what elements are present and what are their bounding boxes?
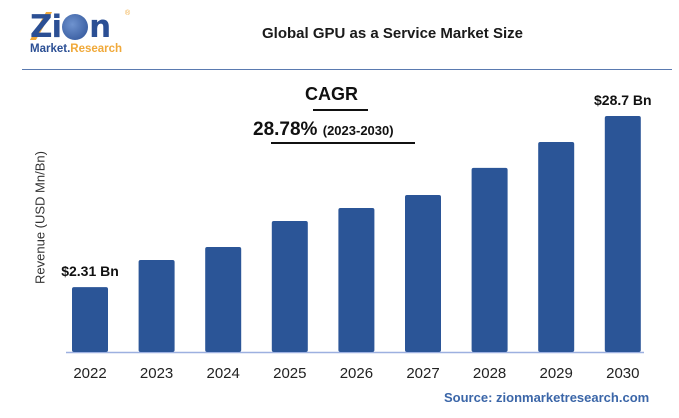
bar-2024 (205, 246, 242, 352)
x-tick-label: 2023 (140, 365, 173, 382)
bar-2026 (338, 208, 375, 352)
x-tick-label: 2026 (340, 365, 373, 382)
chart-title: Global GPU as a Service Market Size (262, 25, 523, 42)
cagr-period: (2023-2030) (322, 123, 394, 138)
x-tick-label: 2025 (273, 365, 306, 382)
x-tick-label: 2022 (73, 365, 106, 382)
bar-2030 (604, 116, 641, 352)
x-tick-label: 2024 (207, 365, 240, 382)
cagr-underline (313, 109, 368, 111)
bar-2025 (271, 221, 308, 352)
x-tick-label: 2029 (540, 365, 573, 382)
data-label-2022: $2.31 Bn (61, 263, 119, 279)
logo-wordmark: Zi n (30, 9, 111, 45)
source-text: Source: zionmarketresearch.com (444, 390, 650, 405)
cagr-value-underline (271, 142, 415, 144)
logo-sub-right: Research (70, 43, 123, 55)
logo-sub-left: Market. (30, 43, 71, 55)
cagr-label: CAGR (305, 84, 358, 104)
bar-2023 (138, 259, 175, 352)
bar-2022 (72, 287, 108, 352)
registered-mark: ® (125, 10, 131, 17)
x-tick-label: 2028 (473, 365, 506, 382)
x-tick-label: 2027 (406, 365, 439, 382)
globe-icon (62, 14, 89, 40)
x-tick-label: 2030 (606, 365, 639, 382)
cagr-value: 28.78% (2023-2030) (253, 119, 394, 141)
bar-2028 (471, 167, 508, 352)
header-divider (22, 69, 672, 70)
data-label-2030: $28.7 Bn (594, 92, 652, 108)
bar-2029 (538, 141, 575, 352)
logo-subtitle: Market.Research (30, 43, 122, 55)
bar-2027 (405, 195, 441, 352)
cagr-percent: 28.78% (253, 119, 318, 140)
logo: Zi n ® Market.Research (29, 9, 140, 60)
